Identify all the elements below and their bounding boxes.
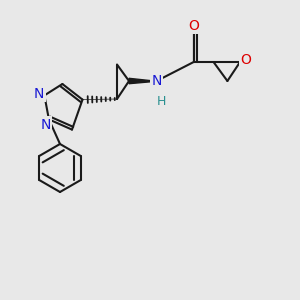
Text: O: O — [240, 53, 251, 67]
Text: N: N — [152, 74, 162, 88]
Polygon shape — [129, 78, 157, 84]
Text: N: N — [41, 118, 51, 132]
Text: O: O — [188, 19, 199, 32]
Text: H: H — [157, 94, 166, 108]
Text: N: N — [34, 87, 44, 101]
